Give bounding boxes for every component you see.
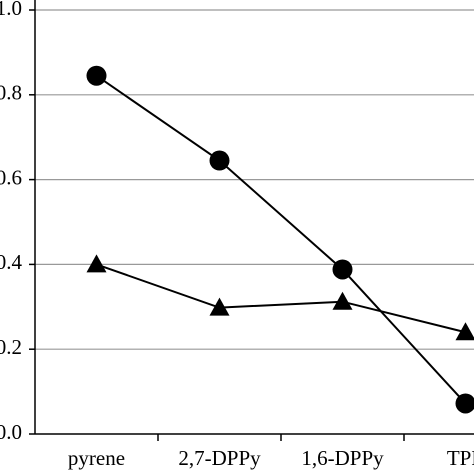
x-tick-label: 2,7-DPPy xyxy=(178,446,261,470)
series-line xyxy=(96,263,466,334)
marker xyxy=(332,291,353,310)
marker xyxy=(209,150,230,171)
marker xyxy=(209,297,230,316)
y-tick-label: 0.0 xyxy=(0,420,22,444)
y-tick-label: 1.0 xyxy=(0,0,22,20)
marker xyxy=(86,254,107,273)
marker xyxy=(332,259,353,280)
y-tick-label: 0.4 xyxy=(0,250,23,274)
marker xyxy=(455,322,474,341)
y-tick-label: 0.6 xyxy=(0,165,22,189)
y-tick-label: 0.2 xyxy=(0,335,22,359)
x-tick-label: pyrene xyxy=(68,446,125,470)
marker xyxy=(86,65,107,86)
x-tick-label: TPE xyxy=(447,446,474,470)
marker xyxy=(455,393,474,414)
series-line xyxy=(95,74,467,405)
x-tick-label: 1,6-DPPy xyxy=(301,446,384,470)
y-tick-label: 0.8 xyxy=(0,81,22,105)
